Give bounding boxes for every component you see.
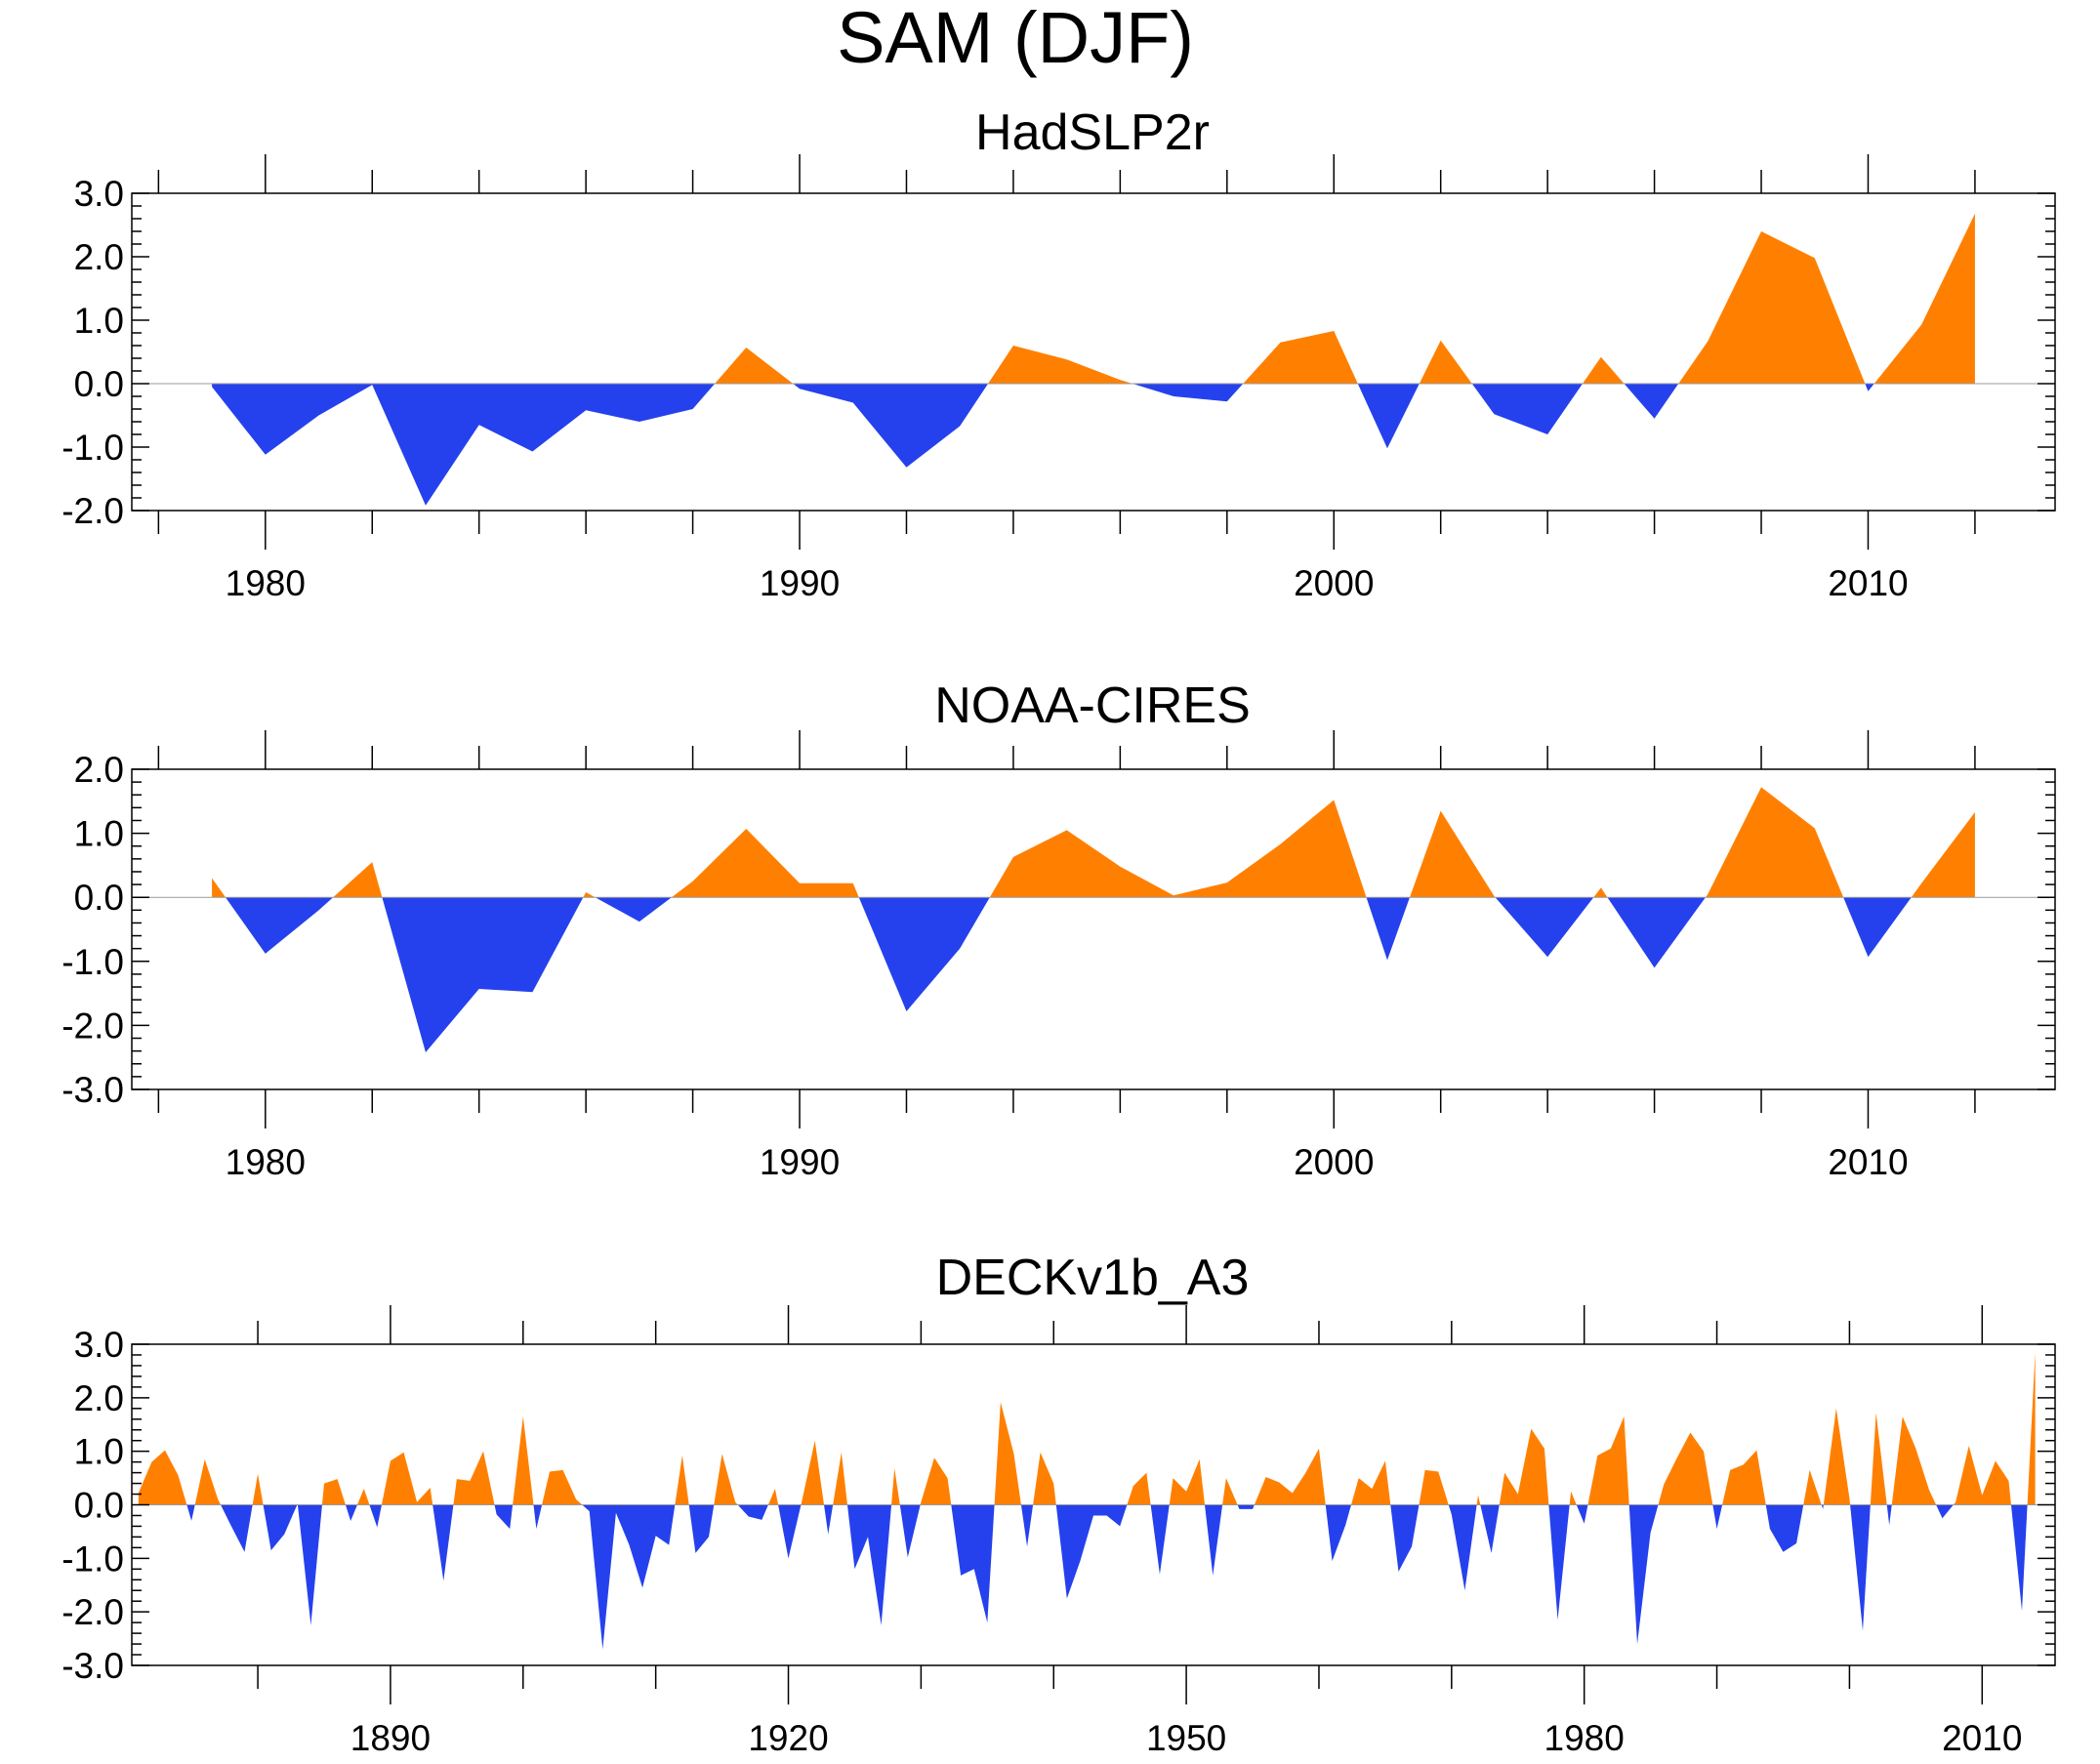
x-tick-label: 2010 bbox=[1828, 1142, 1908, 1182]
y-tick-label: 0.0 bbox=[74, 878, 124, 918]
y-tick-label: 3.0 bbox=[74, 1325, 124, 1365]
panel-title: DECKv1b_A3 bbox=[936, 1250, 1250, 1306]
negative-area bbox=[138, 1504, 2036, 1650]
x-tick-label: 2010 bbox=[1828, 563, 1908, 603]
y-tick-label: -1.0 bbox=[62, 428, 124, 468]
y-tick-label: 1.0 bbox=[74, 814, 124, 854]
panel-deckv1b-a3: DECKv1b_A3 -3.0 -2.0 -1.0 0.0 1.0 2.0 3.0 1890 1… bbox=[62, 1250, 2056, 1758]
x-tick-label: 1980 bbox=[226, 563, 306, 603]
x-tick-label: 1990 bbox=[760, 1142, 840, 1182]
panel-title: NOAA-CIRES bbox=[934, 677, 1251, 734]
y-tick-label: 2.0 bbox=[74, 237, 124, 277]
y-tick-label: 1.0 bbox=[74, 1432, 124, 1472]
y-tick-label: 0.0 bbox=[74, 1486, 124, 1526]
x-tick-label: 1920 bbox=[748, 1718, 828, 1758]
negative-area bbox=[212, 384, 1975, 506]
y-tick-label: -3.0 bbox=[62, 1070, 124, 1110]
negative-area bbox=[212, 897, 1975, 1052]
y-tick-label: -1.0 bbox=[62, 942, 124, 982]
x-tick-label: 2000 bbox=[1294, 1142, 1374, 1182]
y-tick-label: -3.0 bbox=[62, 1646, 124, 1686]
y-tick-label: -2.0 bbox=[62, 1005, 124, 1046]
x-tick-label: 1980 bbox=[1544, 1718, 1625, 1758]
y-tick-label: 2.0 bbox=[74, 1378, 124, 1418]
y-tick-label: 3.0 bbox=[74, 174, 124, 214]
x-tick-label: 1980 bbox=[226, 1142, 306, 1182]
y-tick-label: 2.0 bbox=[74, 750, 124, 790]
y-tick-label: -2.0 bbox=[62, 491, 124, 531]
panel-title: HadSLP2r bbox=[975, 104, 1210, 161]
y-tick-label: 0.0 bbox=[74, 364, 124, 404]
x-tick-label: 2010 bbox=[1942, 1718, 2022, 1758]
y-tick-label: 1.0 bbox=[74, 301, 124, 341]
x-tick-label: 2000 bbox=[1294, 563, 1374, 603]
x-tick-label: 1990 bbox=[760, 563, 840, 603]
figure-title: SAM (DJF) bbox=[837, 0, 1194, 78]
plot-frame bbox=[131, 192, 2056, 512]
positive-area bbox=[138, 1352, 2036, 1505]
plot-frame bbox=[131, 768, 2056, 1090]
y-tick-label: -1.0 bbox=[62, 1538, 124, 1579]
panel-hadslp2r: HadSLP2r -2.0 -1.0 0.0 1.0 2.0 3.0 1980 1990 200… bbox=[62, 104, 2056, 603]
panel-noaa-cires: NOAA-CIRES -3.0 -2.0 -1.0 0.0 1.0 2.0 1980 1990… bbox=[62, 677, 2056, 1182]
x-tick-label: 1950 bbox=[1146, 1718, 1226, 1758]
y-tick-label: -2.0 bbox=[62, 1592, 124, 1632]
x-tick-label: 1890 bbox=[350, 1718, 431, 1758]
positive-area bbox=[212, 213, 1975, 384]
positive-area bbox=[212, 787, 1975, 898]
